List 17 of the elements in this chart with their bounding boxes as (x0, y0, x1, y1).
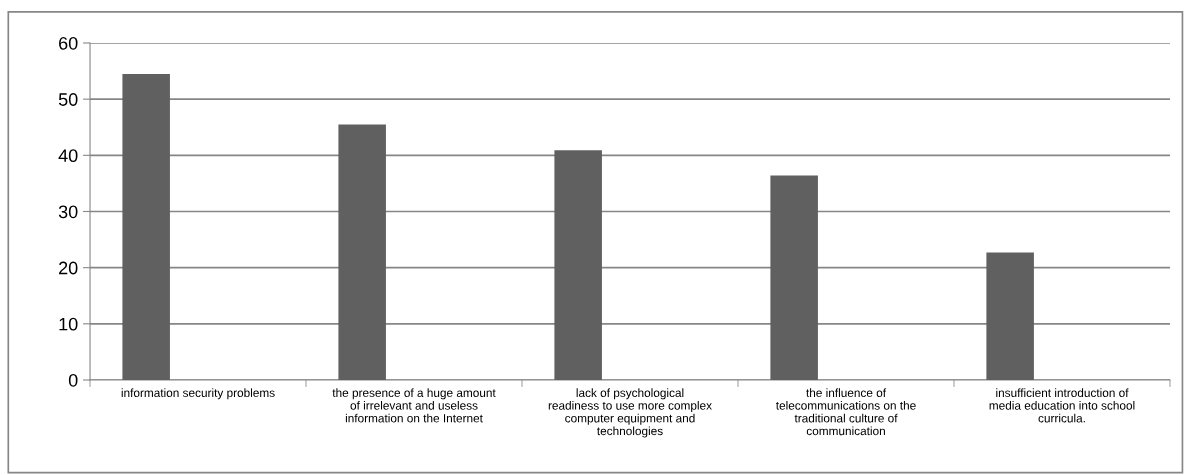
x-tick-label: insufficient introduction of media education into school curricula. (989, 388, 1135, 423)
bar (770, 175, 818, 380)
y-tick-label: 50 (58, 93, 78, 106)
x-tick-label: the presence of a huge amount of irrelevant and useless information on the Internet (332, 388, 496, 423)
y-tick-label: 30 (58, 205, 78, 219)
x-tick-label: information security problems (121, 388, 275, 400)
x-tick-label: the influence of telecommunications on the traditional culture of communication (775, 388, 916, 436)
bar (338, 124, 386, 380)
x-tick-label: lack of psychological readiness to use more complex computer equipment and technologies (548, 388, 712, 438)
y-tick-label: 60 (59, 36, 78, 50)
bar (122, 73, 170, 380)
bar (986, 252, 1034, 380)
y-tick-label: 20 (59, 261, 78, 275)
bar (554, 150, 602, 380)
y-tick-label: 0 (68, 373, 78, 387)
y-tick-label: 10 (59, 317, 78, 331)
y-tick-label: 40 (58, 149, 78, 163)
